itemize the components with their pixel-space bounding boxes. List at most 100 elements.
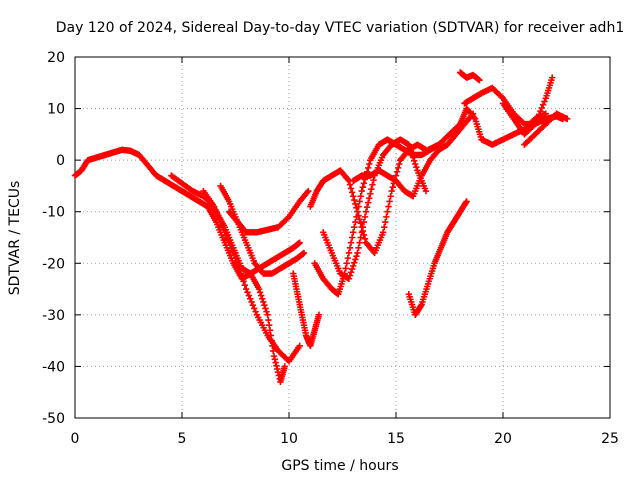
data-point-interp [257, 292, 265, 299]
data-point-interp [535, 111, 543, 118]
data-point-interp [368, 185, 375, 193]
data-point-interp [247, 295, 254, 302]
data-point [345, 275, 353, 282]
data-point-interp [274, 365, 281, 373]
grid-lines [75, 57, 610, 418]
data-point-interp [389, 184, 396, 191]
y-tick-label: -50 [42, 411, 65, 427]
x-tick-label: 25 [601, 431, 619, 447]
data-point-interp [237, 270, 245, 277]
data-point-interp [359, 223, 367, 231]
data-point-interp [537, 107, 544, 115]
data-point-interp [396, 160, 403, 168]
data-point-interp [381, 223, 388, 231]
data-point-interp [410, 157, 418, 164]
data-point-interp [412, 160, 419, 168]
data-series [457, 69, 483, 84]
data-point-interp [234, 262, 242, 270]
data-point-interp [303, 189, 311, 196]
data-point-interp [228, 245, 235, 252]
data-point-interp [413, 164, 420, 171]
data-point [305, 187, 312, 195]
data-series [424, 105, 549, 154]
data-point-interp [354, 208, 361, 215]
data-point [379, 229, 387, 236]
data-point-interp [348, 265, 356, 273]
data-point-interp [217, 219, 224, 226]
data-point-interp [226, 242, 234, 249]
data-point [549, 74, 556, 81]
data-point [358, 187, 365, 195]
data-point-interp [216, 216, 223, 223]
data-point-interp [261, 301, 268, 309]
data-point-interp [534, 114, 541, 121]
data-point [388, 187, 395, 195]
data-point-interp [539, 101, 547, 108]
data-point [232, 254, 239, 262]
chart-title: Day 120 of 2024, Sidereal Day-to-day VTE… [56, 20, 624, 36]
data-point-interp [262, 305, 269, 312]
data-point-interp [248, 298, 255, 306]
data-point-interp [357, 234, 364, 241]
x-axis-label: GPS time / hours [281, 458, 398, 474]
plot-frame [74, 56, 611, 419]
data-point-interp [359, 184, 367, 191]
data-point-interp [356, 198, 363, 205]
data-point-interp [533, 117, 540, 125]
data-point [270, 352, 278, 360]
data-point [210, 203, 218, 210]
axis-ticks: 0 5 10 15 20 25 -50 -40 -30 -20 -10 0 10 20 [42, 50, 619, 447]
data-point-interp [244, 289, 251, 296]
data-point-interp [351, 259, 358, 266]
data-point-interp [408, 151, 416, 158]
data-series [71, 146, 288, 386]
data-point-interp [233, 258, 241, 266]
data-series [405, 198, 470, 319]
data-point-interp [356, 216, 363, 223]
data-point-interp [346, 272, 354, 279]
data-point-interp [364, 199, 372, 206]
data-point-interp [344, 176, 352, 183]
data-point-interp [271, 356, 279, 363]
data-point-interp [360, 218, 368, 226]
data-point-interp [218, 222, 226, 230]
data-point-interp [358, 229, 365, 236]
data-points [71, 69, 571, 386]
data-point [243, 285, 250, 293]
data-point-interp [212, 206, 219, 213]
data-point-interp [236, 266, 243, 273]
data-point-interp [370, 176, 377, 184]
data-point-interp [360, 180, 368, 187]
data-point-interp [272, 359, 279, 366]
data-point-interp [213, 209, 220, 217]
data-point-interp [273, 362, 280, 369]
data-point-interp [245, 292, 253, 299]
y-tick-label: -10 [42, 205, 65, 221]
data-point-interp [345, 249, 353, 257]
data-point-interp [409, 154, 417, 161]
data-point-interp [351, 196, 358, 204]
x-tick-label: 15 [387, 431, 405, 447]
data-point-interp [260, 298, 267, 306]
data-point-interp [355, 244, 362, 252]
x-tick-label: 5 [178, 431, 187, 447]
data-point-interp [240, 278, 247, 285]
data-point-interp [347, 269, 355, 276]
data-point-interp [241, 282, 249, 289]
data-point-interp [230, 251, 238, 259]
data-point [255, 285, 263, 293]
data-point-interp [353, 252, 360, 260]
data-point-interp [386, 198, 393, 205]
x-tick-label: 0 [71, 431, 80, 447]
data-point [281, 363, 288, 370]
data-point-interp [214, 213, 222, 220]
y-tick-label: 0 [56, 153, 65, 169]
data-point-interp [343, 260, 350, 267]
data-point-interp [256, 289, 264, 296]
data-point [405, 141, 413, 148]
y-tick-label: -30 [42, 308, 65, 324]
data-point-interp [417, 302, 425, 310]
data-point-interp [342, 265, 349, 272]
data-series [499, 74, 556, 138]
y-tick-label: 20 [47, 50, 65, 66]
